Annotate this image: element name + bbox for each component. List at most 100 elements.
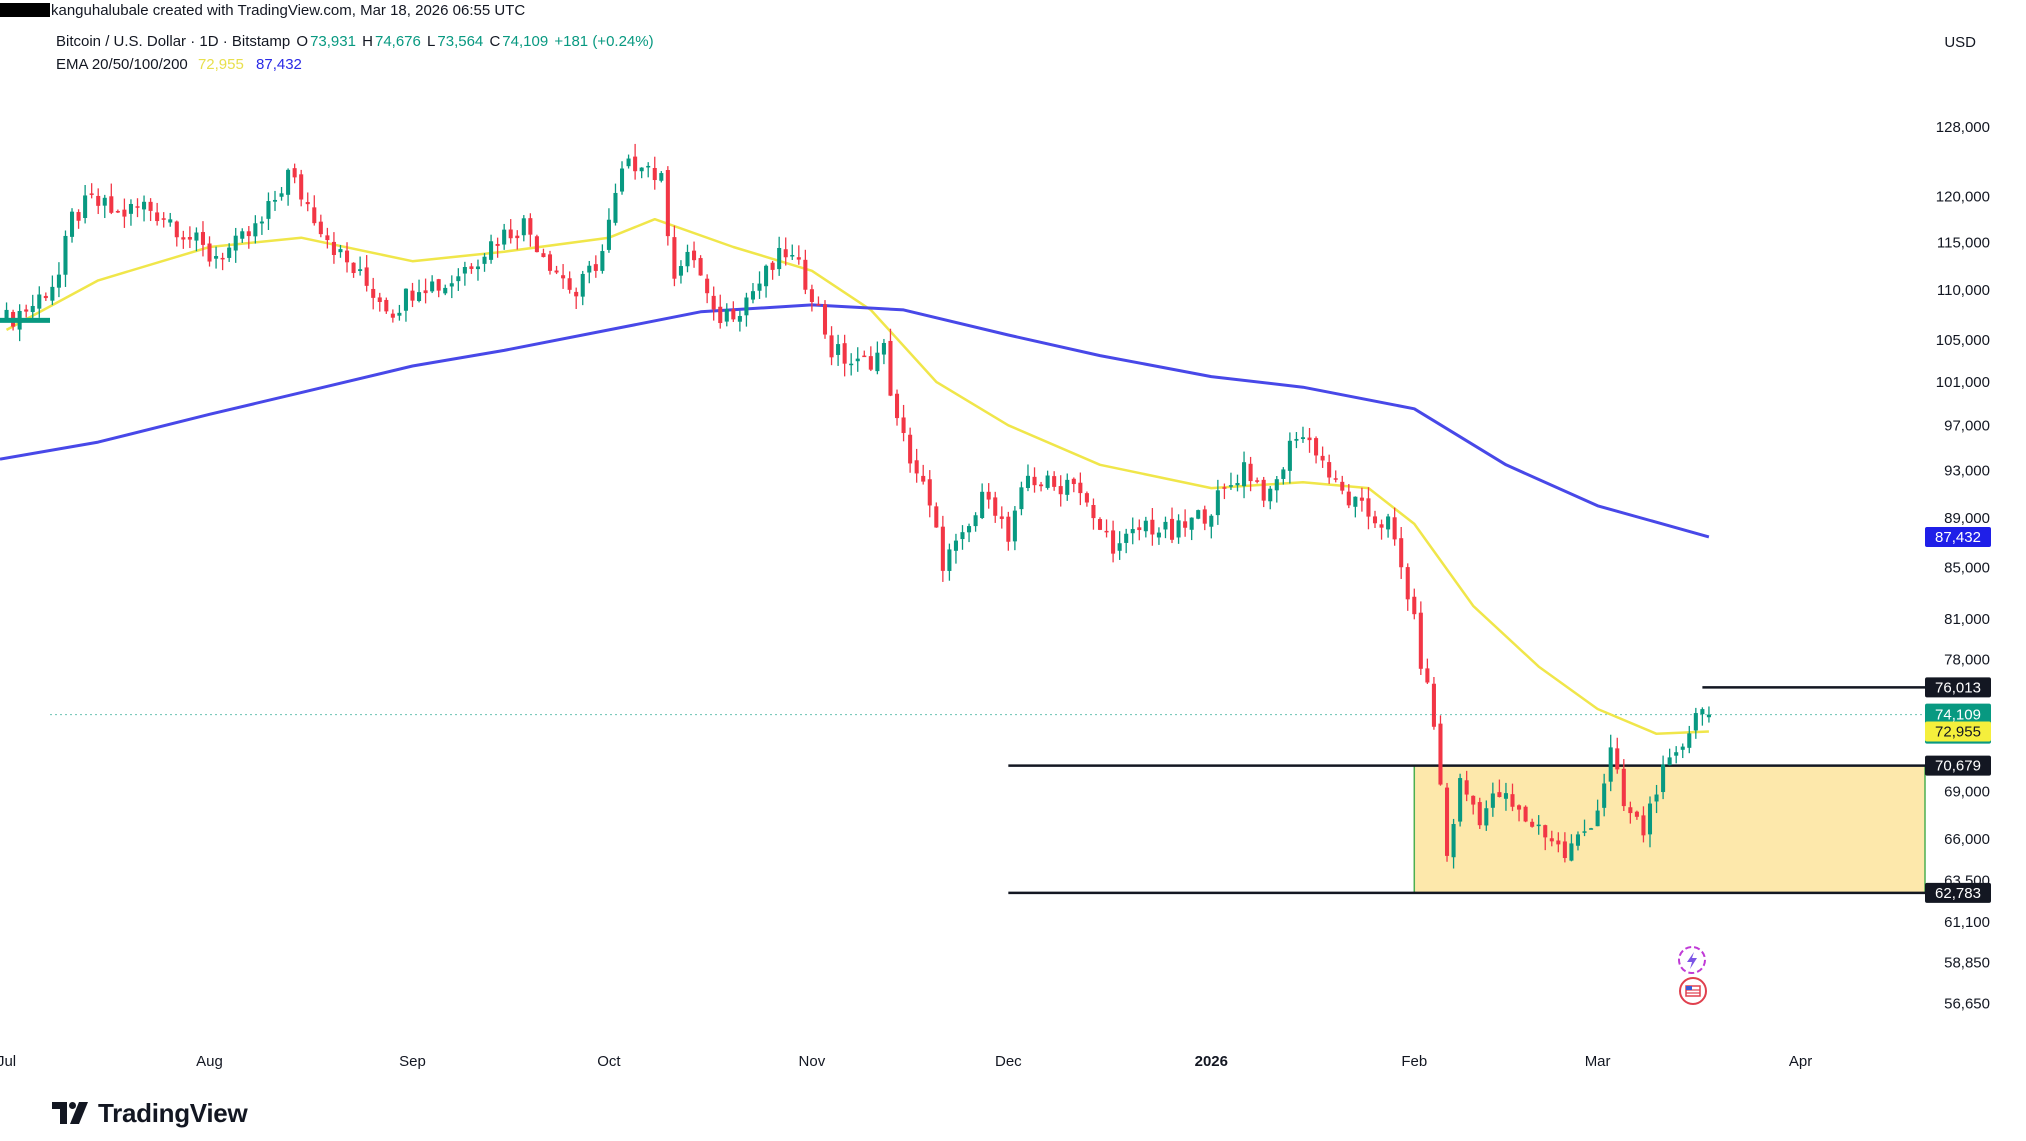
candle bbox=[148, 198, 153, 222]
candle-body bbox=[109, 196, 114, 213]
candle bbox=[1274, 475, 1279, 503]
candle bbox=[934, 502, 939, 528]
candle-body bbox=[220, 257, 225, 260]
lightning-event-icon[interactable] bbox=[1678, 946, 1706, 974]
candle bbox=[672, 225, 677, 287]
candle bbox=[1451, 818, 1456, 869]
candle bbox=[423, 278, 428, 304]
candle bbox=[364, 255, 369, 292]
ema-label[interactable]: EMA 20/50/100/200 bbox=[56, 56, 188, 73]
candle-body bbox=[1595, 810, 1600, 827]
candle bbox=[705, 274, 710, 304]
candle bbox=[1340, 475, 1345, 495]
candle bbox=[135, 198, 140, 218]
candle bbox=[1039, 481, 1044, 492]
candle-body bbox=[1372, 516, 1378, 524]
candle bbox=[1104, 519, 1109, 538]
price-tag-text: 74,109 bbox=[1935, 707, 1981, 724]
candle-body bbox=[1012, 510, 1017, 542]
ema-legend[interactable]: EMA 20/50/100/200 72,955 87,432 bbox=[56, 56, 302, 73]
candle bbox=[1634, 810, 1639, 820]
candle-body bbox=[1359, 497, 1364, 501]
tradingview-logo[interactable]: TradingView bbox=[52, 1097, 248, 1129]
candle bbox=[619, 161, 625, 195]
candle-body bbox=[1497, 792, 1502, 798]
candle bbox=[1320, 446, 1325, 468]
candle bbox=[783, 237, 788, 266]
economic-event-flag-icon[interactable] bbox=[1679, 977, 1707, 1005]
candle bbox=[921, 464, 926, 485]
currency-label[interactable]: USD bbox=[1944, 34, 1976, 51]
candle-body bbox=[894, 393, 900, 419]
candle bbox=[737, 310, 742, 332]
candle-body bbox=[829, 335, 834, 358]
candle-body bbox=[364, 267, 369, 286]
time-axis[interactable]: Jul Aug Sep Oct Nov Dec 2026 Feb Mar Apr bbox=[0, 1053, 1812, 1070]
candle-body bbox=[1700, 709, 1705, 715]
candle-body bbox=[777, 247, 782, 270]
candle bbox=[1641, 806, 1646, 843]
candle-body bbox=[1235, 483, 1240, 486]
candle-body bbox=[600, 251, 605, 271]
candle-body bbox=[541, 253, 546, 258]
candle-body bbox=[750, 291, 756, 300]
candle-body bbox=[1255, 480, 1260, 482]
candle bbox=[1687, 725, 1692, 754]
candle-body bbox=[888, 340, 893, 396]
candle-body bbox=[1680, 746, 1685, 750]
candle bbox=[436, 278, 441, 298]
candle-body bbox=[790, 255, 795, 257]
event-icons-layer[interactable] bbox=[1678, 946, 1707, 1005]
high-value: 74,676 bbox=[374, 33, 421, 50]
symbol-title[interactable]: Bitcoin / U.S. Dollar · 1D · Bitstamp bbox=[56, 33, 291, 50]
price-axis[interactable]: 128,000 120,000 115,000 110,000 105,000 101,0… bbox=[1936, 119, 1990, 1012]
candle bbox=[207, 236, 212, 267]
candle bbox=[1183, 509, 1188, 537]
candle bbox=[403, 288, 408, 322]
candle bbox=[986, 483, 991, 509]
candle bbox=[187, 226, 192, 249]
candle-body bbox=[672, 237, 677, 279]
candle bbox=[1222, 483, 1227, 500]
candle bbox=[430, 275, 435, 294]
price-tag-bg bbox=[1925, 755, 1991, 776]
candle bbox=[128, 199, 133, 226]
candle bbox=[770, 260, 775, 280]
candle bbox=[1314, 436, 1319, 464]
candle-body bbox=[83, 195, 88, 219]
candle bbox=[521, 215, 526, 242]
candle-body bbox=[770, 262, 775, 270]
candle-body bbox=[619, 168, 625, 192]
y-tick-label: 89,000 bbox=[1944, 510, 1990, 527]
candle-body bbox=[187, 236, 192, 240]
candle bbox=[358, 256, 363, 276]
candle-body bbox=[724, 309, 729, 322]
candle bbox=[168, 212, 173, 227]
candle bbox=[1464, 770, 1469, 802]
candle-body bbox=[1641, 815, 1646, 836]
candle bbox=[1065, 473, 1070, 501]
candle-body bbox=[515, 235, 520, 239]
candle bbox=[122, 198, 127, 228]
candle-body bbox=[1667, 757, 1672, 766]
candle bbox=[534, 234, 539, 253]
candle bbox=[1333, 470, 1338, 483]
candle bbox=[1602, 773, 1607, 817]
candle bbox=[489, 234, 494, 264]
candle bbox=[1543, 824, 1548, 851]
candle-body bbox=[711, 295, 716, 310]
candle bbox=[214, 246, 219, 269]
candle-body bbox=[1228, 485, 1233, 487]
candle-body bbox=[1327, 462, 1332, 478]
candle bbox=[30, 294, 35, 320]
candle bbox=[1071, 477, 1076, 493]
candle bbox=[475, 259, 481, 281]
candle bbox=[272, 190, 278, 211]
candle bbox=[803, 249, 808, 295]
y-tick-label: 110,000 bbox=[1937, 282, 1990, 299]
support-zone bbox=[1413, 764, 1926, 894]
y-tick-label: 66,000 bbox=[1944, 831, 1990, 848]
candle-body bbox=[443, 287, 448, 294]
